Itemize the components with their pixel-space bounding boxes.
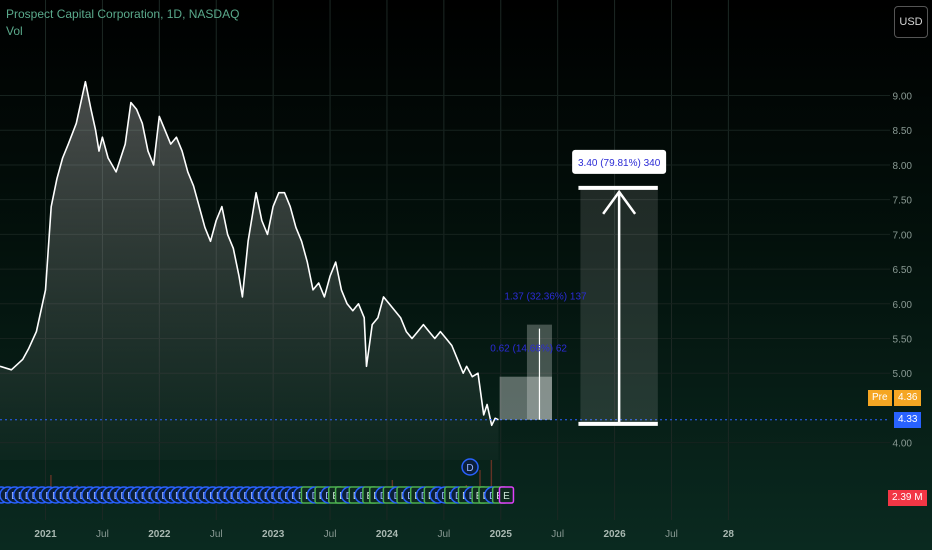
y-axis-tick-label: 7.50 [893, 196, 913, 207]
measure-label-box [572, 149, 667, 174]
x-axis-tick-label: Jul [551, 529, 564, 540]
y-axis-tick-label: 7.00 [893, 230, 913, 241]
x-axis-tick-label: 2024 [376, 529, 399, 540]
x-axis-tick-label: 2025 [490, 529, 513, 540]
x-axis-tick-label: 2026 [603, 529, 626, 540]
measure-label-big-text: 3.40 (79.81%) 340 [578, 158, 661, 169]
x-axis-tick-label: Jul [437, 529, 450, 540]
dividend-circle [461, 458, 479, 476]
x-axis-tick-label: Jul [324, 529, 337, 540]
volume-bar [490, 460, 493, 500]
dividend-letter: D [466, 463, 473, 474]
y-axis-tick-label: 8.50 [893, 126, 913, 137]
x-axis-tick-label: 2023 [262, 529, 285, 540]
last-price-tag: 4.33 [894, 411, 922, 428]
earnings-box [498, 486, 515, 504]
measure-label-mid-text: 1.37 (32.36%) 137 [504, 292, 587, 303]
x-axis-tick-label: 2021 [34, 529, 57, 540]
volume-indicator-label[interactable]: Vol [6, 24, 23, 38]
chart-title: Prospect Capital Corporation, 1D, NASDAQ [6, 7, 240, 21]
y-axis-tick-label: 5.00 [893, 369, 913, 380]
pre-market-label: Pre [868, 389, 892, 406]
currency-button[interactable]: USD [894, 6, 928, 38]
x-axis-tick-label: Jul [665, 529, 678, 540]
pre-market-price-tag: 4.36 [894, 389, 922, 406]
measure-label-big: 3.40 (79.81%) 340 [572, 149, 667, 174]
earnings-marker: E [498, 486, 515, 504]
measure-box-small [499, 376, 552, 420]
volume-value-tag: 2.39 M [888, 490, 927, 506]
x-axis-tick-label: 28 [723, 529, 735, 540]
price-area [0, 81, 499, 460]
measure-arrowhead-big [602, 189, 637, 215]
x-axis-tick-label: Jul [210, 529, 223, 540]
earnings-letter: E [503, 491, 510, 502]
x-axis-tick-label: Jul [96, 529, 109, 540]
y-axis-tick-label: 9.00 [893, 92, 913, 103]
y-axis-tick-label: 5.50 [893, 335, 913, 346]
measure-label-small-text: 0.62 (14.66%) 62 [490, 344, 567, 355]
y-axis-tick-label: 6.00 [893, 300, 913, 311]
price-line [0, 80, 499, 427]
y-axis-tick-label: 6.50 [893, 265, 913, 276]
y-axis-tick-label: 4.00 [893, 439, 913, 450]
y-axis-tick-label: 8.00 [893, 161, 913, 172]
dividend-marker-upper: D [461, 458, 479, 476]
x-axis-tick-label: 2022 [148, 529, 171, 540]
volume-bar [479, 470, 481, 500]
